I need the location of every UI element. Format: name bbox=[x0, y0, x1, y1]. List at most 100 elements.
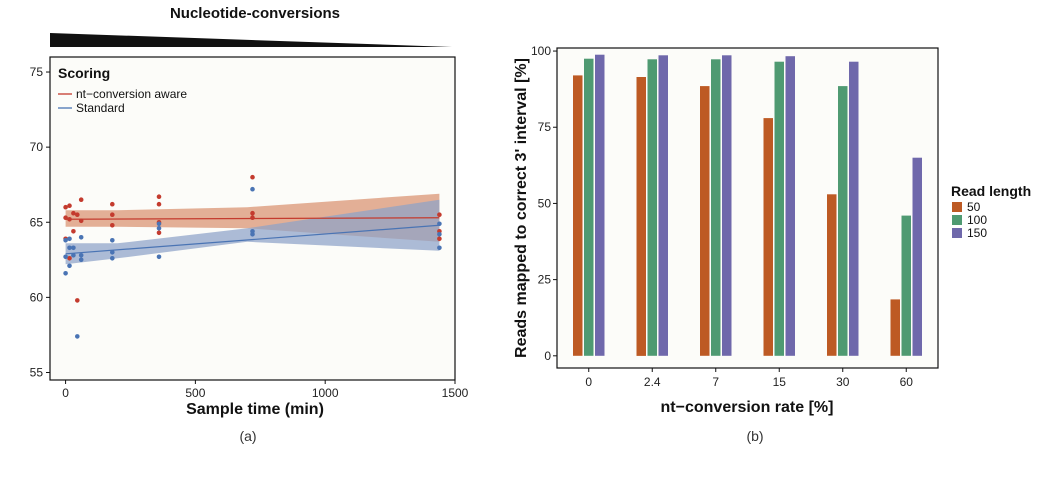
bar-50-2.4 bbox=[636, 77, 646, 356]
point-standard bbox=[78, 235, 84, 240]
bar-100-7 bbox=[711, 59, 721, 356]
fit-line-standard bbox=[65, 224, 440, 255]
point-aware bbox=[110, 212, 115, 217]
point-aware bbox=[71, 210, 76, 216]
point-standard bbox=[63, 238, 68, 243]
bar-150-60 bbox=[912, 157, 922, 356]
point-standard bbox=[78, 257, 84, 263]
bar-50-60 bbox=[890, 299, 900, 356]
point-aware bbox=[67, 217, 72, 222]
point-standard bbox=[156, 254, 162, 260]
point-standard bbox=[110, 255, 115, 261]
bar-100-0 bbox=[584, 58, 594, 356]
bar-50-0 bbox=[573, 75, 583, 356]
bar-100-2.4 bbox=[647, 59, 657, 356]
panel-a-xlabel: Sample time (min) bbox=[186, 401, 324, 418]
legend-b-key-100 bbox=[952, 215, 962, 225]
conversion-gradient-wedge bbox=[50, 33, 452, 47]
point-standard bbox=[250, 186, 255, 192]
bar-50-7 bbox=[700, 86, 710, 356]
bar-150-15 bbox=[785, 56, 795, 356]
bar-150-30 bbox=[849, 61, 859, 356]
category-label: 30 bbox=[836, 375, 850, 389]
point-standard bbox=[156, 221, 162, 227]
y-tick-label: 100 bbox=[531, 44, 551, 58]
point-aware bbox=[63, 215, 68, 220]
legend-a-label-standard: Standard bbox=[76, 101, 125, 115]
point-aware bbox=[156, 201, 162, 207]
point-standard bbox=[71, 245, 76, 251]
category-label: 7 bbox=[712, 375, 719, 389]
point-standard bbox=[110, 250, 115, 255]
y-tick-label: 65 bbox=[30, 215, 44, 229]
panel-a-frame bbox=[49, 56, 456, 381]
y-tick-label: 75 bbox=[538, 120, 552, 134]
point-aware bbox=[75, 298, 80, 303]
panel-b-caption: (b) bbox=[746, 428, 763, 444]
bar-50-30 bbox=[827, 194, 837, 356]
bar-100-15 bbox=[774, 61, 784, 356]
point-aware bbox=[437, 236, 442, 242]
panel-a-legend: Scoring nt−conversion aware Standard bbox=[58, 65, 187, 115]
x-tick-label: 1000 bbox=[312, 386, 339, 400]
point-standard bbox=[437, 245, 442, 251]
panel-b-ticks: 0 2.4 7 15 30 60 0 25 50 75 100 bbox=[531, 44, 913, 389]
y-tick-label: 25 bbox=[538, 273, 552, 287]
point-standard bbox=[67, 236, 72, 242]
legend-b-key-50 bbox=[952, 202, 962, 212]
point-standard bbox=[156, 226, 162, 231]
panel-a-points bbox=[63, 174, 442, 339]
panel-b-ylabel: Reads mapped to correct 3' interval [%] bbox=[513, 58, 530, 358]
point-aware bbox=[110, 201, 115, 207]
point-aware bbox=[110, 223, 115, 228]
point-standard bbox=[67, 245, 72, 251]
bar-100-30 bbox=[838, 86, 848, 356]
category-label: 15 bbox=[773, 375, 787, 389]
bar-150-0 bbox=[595, 54, 605, 356]
point-aware bbox=[67, 255, 72, 261]
point-standard bbox=[250, 232, 255, 237]
point-standard bbox=[75, 334, 80, 339]
point-aware bbox=[156, 230, 162, 236]
point-standard bbox=[437, 232, 442, 237]
point-standard bbox=[63, 254, 68, 260]
legend-b-key-150 bbox=[952, 228, 962, 238]
point-aware bbox=[78, 218, 84, 224]
panel-b-bars bbox=[573, 54, 922, 356]
category-label: 60 bbox=[900, 375, 914, 389]
point-standard bbox=[110, 238, 115, 243]
point-aware bbox=[250, 215, 255, 220]
category-label: 0 bbox=[585, 375, 592, 389]
legend-a-label-aware: nt−conversion aware bbox=[76, 87, 187, 101]
point-standard bbox=[78, 253, 84, 258]
point-aware bbox=[67, 203, 72, 208]
point-aware bbox=[250, 174, 255, 180]
point-standard bbox=[71, 253, 76, 258]
panel-a-caption: (a) bbox=[239, 428, 256, 444]
y-tick-label: 55 bbox=[30, 365, 44, 379]
y-tick-label: 70 bbox=[30, 140, 44, 154]
panel-a-ticks: 0 500 1000 1500 55 60 65 70 75 bbox=[30, 65, 469, 400]
point-standard bbox=[67, 263, 72, 269]
point-aware bbox=[78, 197, 84, 202]
point-aware bbox=[75, 212, 80, 217]
y-tick-label: 60 bbox=[30, 290, 44, 304]
y-tick-label: 75 bbox=[30, 65, 44, 79]
legend-a-title: Scoring bbox=[58, 65, 110, 81]
x-tick-label: 0 bbox=[62, 386, 69, 400]
panel-b-frame bbox=[556, 47, 939, 369]
bar-50-15 bbox=[763, 118, 773, 356]
panel-a-title: Nucleotide-conversions bbox=[170, 5, 340, 22]
category-label: 2.4 bbox=[644, 375, 661, 389]
point-aware bbox=[250, 210, 255, 216]
bar-150-2.4 bbox=[658, 55, 668, 356]
x-tick-label: 1500 bbox=[442, 386, 469, 400]
x-tick-label: 500 bbox=[185, 386, 205, 400]
point-aware bbox=[71, 229, 76, 234]
point-aware bbox=[156, 194, 162, 199]
bar-100-60 bbox=[901, 215, 911, 356]
y-tick-label: 50 bbox=[538, 196, 552, 210]
legend-b-label-150: 150 bbox=[967, 226, 987, 240]
